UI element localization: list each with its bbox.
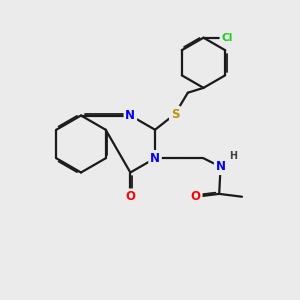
Text: S: S <box>171 108 179 121</box>
Text: N: N <box>150 152 160 165</box>
Text: Cl: Cl <box>221 33 232 43</box>
Text: N: N <box>216 160 226 173</box>
Text: O: O <box>125 190 135 203</box>
Text: N: N <box>125 109 135 122</box>
Text: O: O <box>191 190 201 203</box>
Text: H: H <box>229 151 237 161</box>
